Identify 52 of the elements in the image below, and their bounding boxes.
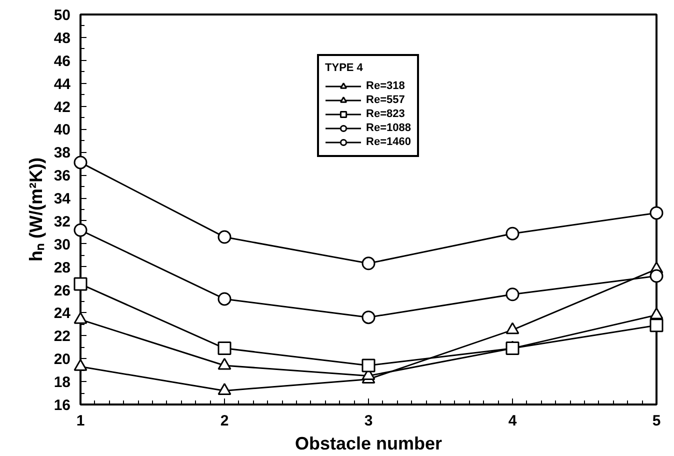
y-tick-label: 44 [54, 76, 72, 93]
y-tick-label: 18 [54, 374, 71, 392]
y-tick-label: 28 [54, 259, 71, 276]
point [218, 230, 232, 244]
x-tick-label: 4 [508, 412, 518, 430]
point [362, 310, 376, 324]
y-tick-label: 48 [54, 30, 71, 47]
x-tick-label: 3 [364, 412, 373, 430]
legend-label: Re=1088 [366, 122, 411, 134]
legend-label: Re=1460 [366, 136, 411, 148]
y-tick-label: 40 [54, 122, 71, 139]
y-axis-title: hₙ (W/(m²K)) [26, 158, 46, 262]
y-tick-label: 46 [54, 52, 71, 70]
point [506, 226, 520, 240]
point [74, 312, 88, 324]
point [218, 292, 232, 306]
point [218, 342, 232, 356]
point [74, 223, 88, 237]
y-tick-label: 32 [54, 213, 71, 230]
point [74, 358, 88, 371]
y-tick-label: 30 [54, 236, 71, 254]
y-tick-label: 24 [54, 305, 72, 322]
point [362, 358, 376, 372]
point [650, 318, 664, 332]
y-tick-label: 22 [54, 328, 71, 346]
y-tick-label: 16 [54, 397, 71, 414]
point [74, 277, 88, 291]
legend-label: Re=318 [366, 80, 405, 92]
point [506, 288, 520, 302]
y-tick-label: 26 [54, 282, 71, 300]
y-tick-label: 38 [54, 144, 71, 162]
y-tick-label: 42 [54, 98, 71, 116]
y-tick-label: 34 [54, 190, 72, 208]
point [650, 307, 664, 320]
point [74, 156, 88, 170]
point [650, 269, 664, 283]
x-tick-label: 2 [220, 412, 229, 430]
x-tick-label: 5 [652, 412, 661, 430]
x-tick-label: 1 [76, 412, 85, 430]
y-tick-label: 50 [54, 7, 71, 24]
y-tick-label: 36 [54, 168, 71, 185]
y-tick-label: 20 [54, 351, 71, 368]
point [506, 342, 520, 356]
point [506, 322, 520, 334]
point [362, 256, 376, 270]
point [218, 358, 232, 370]
point [650, 206, 664, 220]
legend-title: TYPE 4 [325, 62, 364, 74]
legend-label: Re=557 [366, 94, 405, 106]
point [218, 383, 232, 395]
x-axis-title: Obstacle number [294, 434, 442, 454]
legend-label: Re=823 [366, 108, 405, 120]
